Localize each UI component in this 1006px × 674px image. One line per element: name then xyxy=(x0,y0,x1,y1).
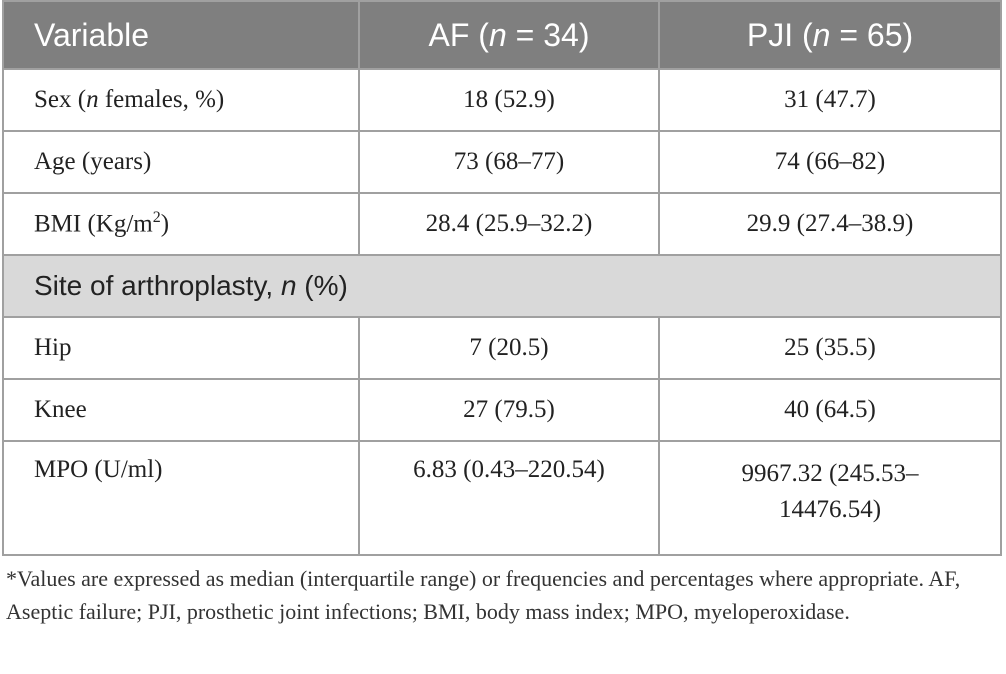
row: MPO (U/ml) 6.83 (0.43–220.54) 9967.32 (2… xyxy=(2,440,1002,556)
data-table: Variable AF (n = 34) PJI (n = 65) Sex (n… xyxy=(2,0,1002,556)
text: females, %) xyxy=(98,86,225,113)
section-row: Site of arthroplasty, n (%) xyxy=(2,254,1002,318)
text: PJI ( xyxy=(746,16,813,53)
section-cell: Site of arthroplasty, n (%) xyxy=(2,254,1002,318)
text: Sex ( xyxy=(34,86,87,113)
row: BMI (Kg/m2) 28.4 (25.9–32.2) 29.9 (27.4–… xyxy=(2,192,1002,256)
text: n xyxy=(812,16,831,53)
text: BMI (Kg/m xyxy=(34,210,153,238)
cell: Knee xyxy=(2,378,360,442)
text: = 65) xyxy=(830,16,914,53)
header-row: Variable AF (n = 34) PJI (n = 65) xyxy=(2,0,1002,70)
cell: 27 (79.5) xyxy=(358,378,660,442)
cell: MPO (U/ml) xyxy=(2,440,360,556)
row: Hip 7 (20.5) 25 (35.5) xyxy=(2,316,1002,380)
row: Knee 27 (79.5) 40 (64.5) xyxy=(2,378,1002,442)
text: n xyxy=(488,16,507,53)
text: Site of arthroplasty, xyxy=(34,270,281,301)
cell: 7 (20.5) xyxy=(358,316,660,380)
superscript: 2 xyxy=(152,209,161,227)
cell: 74 (66–82) xyxy=(658,130,1002,194)
text: AF ( xyxy=(428,16,489,53)
text: n xyxy=(86,86,99,113)
text: n xyxy=(280,270,297,301)
cell: BMI (Kg/m2) xyxy=(2,192,360,256)
cell: Sex (n females, %) xyxy=(2,68,360,132)
text: (%) xyxy=(296,270,348,301)
cell: 29.9 (27.4–38.9) xyxy=(658,192,1002,256)
header-cell: PJI (n = 65) xyxy=(658,0,1002,70)
text: 9967.32 (245.53–14476.54) xyxy=(741,460,919,523)
footnote: *Values are expressed as median (interqu… xyxy=(6,566,961,624)
text: ) xyxy=(160,210,170,238)
text: = 34) xyxy=(506,16,590,53)
cell: 6.83 (0.43–220.54) xyxy=(358,440,660,556)
cell: 73 (68–77) xyxy=(358,130,660,194)
cell: Hip xyxy=(2,316,360,380)
cell: 40 (64.5) xyxy=(658,378,1002,442)
cell: 28.4 (25.9–32.2) xyxy=(358,192,660,256)
cell: 18 (52.9) xyxy=(358,68,660,132)
row: Age (years) 73 (68–77) 74 (66–82) xyxy=(2,130,1002,194)
row: Sex (n females, %) 18 (52.9) 31 (47.7) xyxy=(2,68,1002,132)
cell: 25 (35.5) xyxy=(658,316,1002,380)
cell: 31 (47.7) xyxy=(658,68,1002,132)
cell: 9967.32 (245.53–14476.54) xyxy=(658,440,1002,556)
header-cell: AF (n = 34) xyxy=(358,0,660,70)
cell: Age (years) xyxy=(2,130,360,194)
header-cell: Variable xyxy=(2,0,360,70)
